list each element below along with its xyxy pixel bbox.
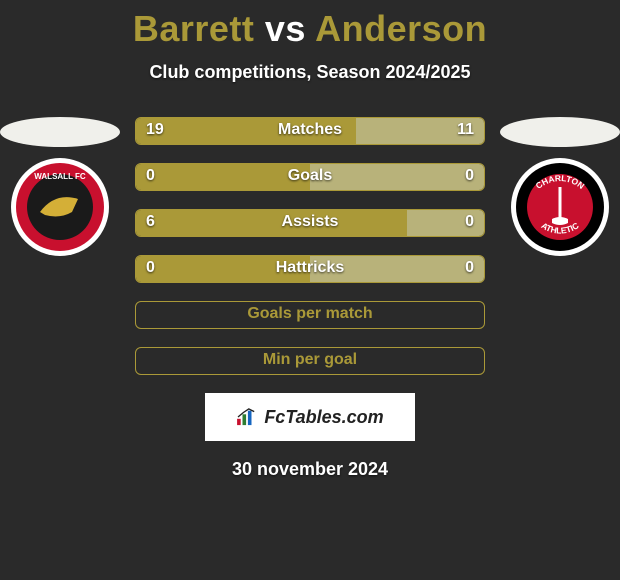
comparison-card: Barrett vs Anderson Club competitions, S…: [0, 0, 620, 480]
date: 30 november 2024: [0, 459, 620, 480]
stat-row: Min per goal: [135, 347, 485, 375]
stat-row: Matches19 11: [135, 117, 485, 145]
stat-label: Matches: [136, 121, 484, 139]
stat-label: Min per goal: [136, 351, 484, 369]
stat-value-left: 19: [146, 121, 164, 139]
badge-ellipse-left: [0, 117, 120, 147]
watermark-text: FcTables.com: [264, 407, 383, 428]
stat-label: Goals per match: [136, 305, 484, 323]
player1-name: Barrett: [133, 8, 255, 49]
stat-value-left: 0: [146, 259, 155, 277]
club-logo-left: WALSALL FC: [10, 157, 110, 257]
title-vs: vs: [265, 8, 306, 49]
watermark: FcTables.com: [205, 393, 415, 441]
stat-row: Goals0 0: [135, 163, 485, 191]
stat-value-right: 0: [465, 213, 474, 231]
stat-value-right: 0: [465, 167, 474, 185]
chart-icon: [236, 408, 258, 426]
stat-value-right: 0: [465, 259, 474, 277]
club-badge-left: WALSALL FC: [10, 157, 110, 257]
stat-label: Hattricks: [136, 259, 484, 277]
player2-name: Anderson: [315, 8, 487, 49]
stats-list: Matches1911Goals00Assists60Hattricks00Go…: [135, 117, 485, 375]
club-badge-right: CHARLTON ATHLETIC: [510, 157, 610, 257]
badge-ellipse-right: [500, 117, 620, 147]
stat-row: Goals per match: [135, 301, 485, 329]
stat-row: Hattricks0 0: [135, 255, 485, 283]
stat-label: Assists: [136, 213, 484, 231]
stat-label: Goals: [136, 167, 484, 185]
subtitle: Club competitions, Season 2024/2025: [0, 62, 620, 83]
title: Barrett vs Anderson: [0, 0, 620, 50]
club-logo-right: CHARLTON ATHLETIC: [510, 157, 610, 257]
stat-value-left: 6: [146, 213, 155, 231]
stat-value-left: 0: [146, 167, 155, 185]
stat-row: Assists6 0: [135, 209, 485, 237]
stat-value-right: 11: [457, 121, 474, 139]
main-area: WALSALL FC CHARLTON: [0, 117, 620, 480]
svg-text:WALSALL FC: WALSALL FC: [34, 172, 86, 181]
